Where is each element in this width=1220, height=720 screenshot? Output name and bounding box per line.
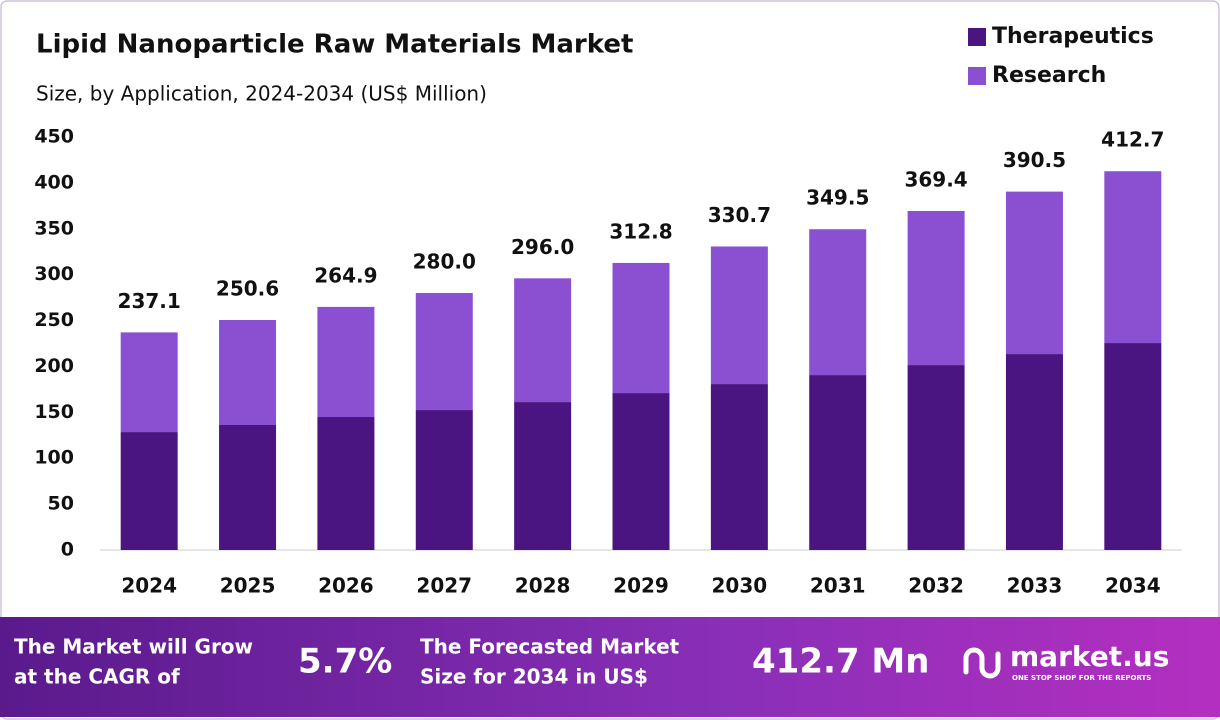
- legend-swatch: [968, 67, 986, 85]
- legend-swatch: [968, 28, 986, 46]
- bar-segment: [809, 229, 867, 376]
- x-tick-label: 2033: [1007, 574, 1063, 598]
- total-label: 237.1: [118, 289, 181, 313]
- y-tick-label: 0: [61, 539, 74, 561]
- y-tick-label: 100: [34, 447, 74, 469]
- cagr-text: at the CAGR of: [14, 665, 180, 689]
- bar-segment: [415, 293, 473, 411]
- bar-segment: [219, 320, 277, 425]
- bar-segment: [120, 332, 178, 433]
- x-tick-label: 2024: [121, 574, 177, 598]
- bar-segment: [219, 424, 277, 550]
- total-label: 312.8: [609, 219, 672, 243]
- bar-segment: [710, 246, 768, 385]
- x-tick-label: 2027: [416, 574, 472, 598]
- footer-banner: [0, 617, 1220, 717]
- x-tick-label: 2028: [515, 574, 571, 598]
- bar-segment: [612, 393, 670, 550]
- total-label: 412.7: [1101, 128, 1164, 152]
- total-label: 250.6: [216, 277, 279, 301]
- x-tick-label: 2031: [810, 574, 866, 598]
- y-tick-label: 450: [34, 126, 74, 148]
- bar-segment: [415, 410, 473, 550]
- total-label: 330.7: [708, 203, 771, 227]
- y-tick-label: 200: [34, 355, 74, 377]
- forecast-value: 412.7 Mn: [752, 642, 929, 682]
- chart-title: Lipid Nanoparticle Raw Materials Market: [36, 30, 633, 60]
- bar-segment: [907, 365, 965, 550]
- bar-segment: [514, 402, 572, 550]
- forecast-text: Size for 2034 in US$: [420, 665, 648, 689]
- bar-segment: [120, 432, 178, 550]
- brand-name: market.us: [1010, 640, 1169, 673]
- total-label: 264.9: [314, 263, 377, 287]
- y-tick-label: 50: [48, 493, 74, 515]
- bar-segment: [1104, 343, 1162, 550]
- bar-segment: [612, 262, 670, 394]
- y-tick-label: 250: [34, 309, 74, 331]
- total-label: 280.0: [413, 250, 476, 274]
- brand-logo: [963, 647, 1001, 679]
- brand-tagline: ONE STOP SHOP FOR THE REPORTS: [1012, 674, 1151, 682]
- y-tick-label: 400: [34, 171, 74, 193]
- bar-segment: [1005, 354, 1063, 550]
- y-tick-label: 300: [34, 263, 74, 285]
- y-tick-label: 150: [34, 401, 74, 423]
- bar-segment: [1005, 191, 1063, 355]
- total-label: 369.4: [904, 167, 967, 191]
- chart-subtitle: Size, by Application, 2024-2034 (US$ Mil…: [36, 82, 487, 106]
- cagr-text: The Market will Grow: [14, 635, 253, 659]
- x-tick-label: 2030: [712, 574, 768, 598]
- x-tick-label: 2034: [1105, 574, 1161, 598]
- bar-segment: [317, 306, 375, 418]
- total-label: 390.5: [1003, 148, 1066, 172]
- bar-segment: [907, 210, 965, 366]
- bar-segment: [809, 375, 867, 550]
- y-tick-label: 350: [34, 217, 74, 239]
- x-tick-label: 2032: [908, 574, 964, 598]
- x-tick-label: 2029: [613, 574, 669, 598]
- total-label: 296.0: [511, 235, 574, 259]
- legend-label: Therapeutics: [992, 24, 1154, 49]
- legend-label: Research: [992, 63, 1106, 88]
- bar-segment: [710, 384, 768, 550]
- bar-segment: [1104, 171, 1162, 344]
- x-tick-label: 2026: [318, 574, 374, 598]
- bar-segment: [514, 278, 572, 403]
- x-tick-label: 2025: [220, 574, 276, 598]
- forecast-text: The Forecasted Market: [420, 635, 680, 659]
- cagr-value: 5.7%: [298, 642, 392, 682]
- bar-segment: [317, 417, 375, 550]
- total-label: 349.5: [806, 186, 869, 210]
